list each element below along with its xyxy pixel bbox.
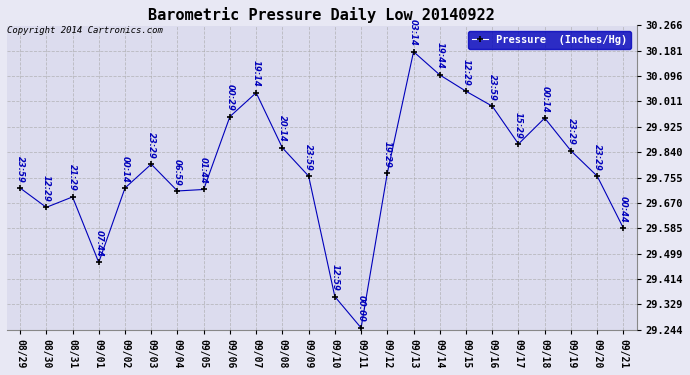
Text: 00:44: 00:44 <box>619 196 628 223</box>
Text: 23:59: 23:59 <box>488 74 497 100</box>
Pressure  (Inches/Hg) <box>357 326 365 330</box>
Text: 07:44: 07:44 <box>95 230 103 257</box>
Text: 23:59: 23:59 <box>16 156 25 182</box>
Text: 19:44: 19:44 <box>435 42 444 69</box>
Pressure  (Inches/Hg) <box>147 162 155 166</box>
Text: Copyright 2014 Cartronics.com: Copyright 2014 Cartronics.com <box>7 26 163 35</box>
Pressure  (Inches/Hg) <box>383 171 391 176</box>
Pressure  (Inches/Hg) <box>16 186 24 190</box>
Pressure  (Inches/Hg) <box>42 205 50 210</box>
Text: 23:29: 23:29 <box>147 132 156 159</box>
Text: 21:29: 21:29 <box>68 165 77 191</box>
Pressure  (Inches/Hg) <box>540 116 549 120</box>
Text: 15:29: 15:29 <box>514 111 523 138</box>
Pressure  (Inches/Hg) <box>278 146 286 150</box>
Pressure  (Inches/Hg) <box>619 226 627 230</box>
Pressure  (Inches/Hg) <box>68 195 77 199</box>
Text: 00:29: 00:29 <box>226 84 235 111</box>
Text: 03:14: 03:14 <box>409 19 418 46</box>
Line: Pressure  (Inches/Hg): Pressure (Inches/Hg) <box>17 48 627 332</box>
Pressure  (Inches/Hg) <box>173 189 181 193</box>
Text: 23:29: 23:29 <box>593 144 602 171</box>
Text: 19:29: 19:29 <box>383 141 392 168</box>
Text: 23:29: 23:29 <box>566 118 575 145</box>
Text: 12:29: 12:29 <box>462 59 471 86</box>
Pressure  (Inches/Hg) <box>593 174 601 178</box>
Pressure  (Inches/Hg) <box>304 174 313 178</box>
Pressure  (Inches/Hg) <box>514 142 522 146</box>
Pressure  (Inches/Hg) <box>226 114 234 119</box>
Text: 06:59: 06:59 <box>173 159 182 185</box>
Pressure  (Inches/Hg) <box>488 104 496 108</box>
Pressure  (Inches/Hg) <box>462 89 470 93</box>
Text: 00:14: 00:14 <box>540 86 549 112</box>
Pressure  (Inches/Hg) <box>409 50 417 54</box>
Pressure  (Inches/Hg) <box>566 148 575 153</box>
Pressure  (Inches/Hg) <box>252 90 260 95</box>
Text: 12:59: 12:59 <box>331 264 339 291</box>
Title: Barometric Pressure Daily Low 20140922: Barometric Pressure Daily Low 20140922 <box>148 7 495 23</box>
Legend: Pressure  (Inches/Hg): Pressure (Inches/Hg) <box>468 31 631 49</box>
Pressure  (Inches/Hg) <box>121 186 129 190</box>
Pressure  (Inches/Hg) <box>435 73 444 77</box>
Pressure  (Inches/Hg) <box>95 260 103 265</box>
Text: 01:44: 01:44 <box>199 157 208 184</box>
Text: 12:29: 12:29 <box>42 175 51 202</box>
Text: 00:00: 00:00 <box>357 296 366 322</box>
Text: 19:14: 19:14 <box>252 60 261 87</box>
Text: 23:59: 23:59 <box>304 144 313 171</box>
Pressure  (Inches/Hg) <box>199 187 208 192</box>
Text: 00:14: 00:14 <box>121 156 130 182</box>
Text: 20:14: 20:14 <box>278 116 287 142</box>
Pressure  (Inches/Hg) <box>331 294 339 299</box>
